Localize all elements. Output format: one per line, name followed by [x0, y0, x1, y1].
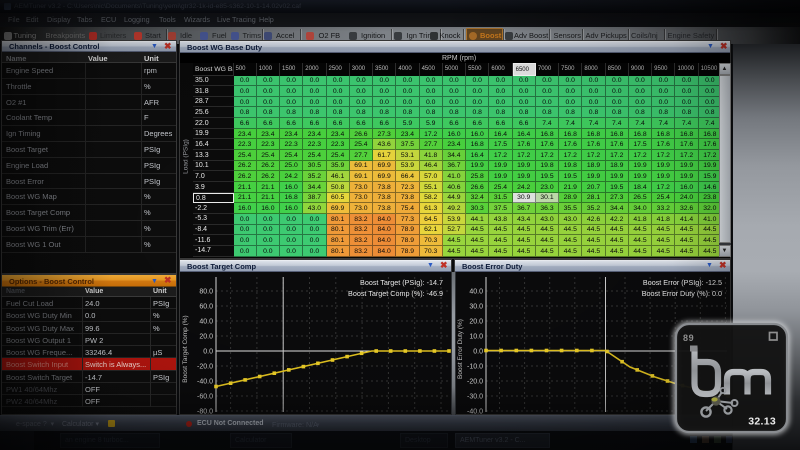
svg-text:40.0: 40.0	[469, 289, 483, 296]
svg-text:0.0: 0.0	[203, 349, 213, 356]
svg-text:Boost Error (PSIg): -12.5: Boost Error (PSIg): -12.5	[643, 278, 722, 287]
svg-text:Boost Target (PSIg): -14.7: Boost Target (PSIg): -14.7	[360, 278, 443, 287]
svg-text:32.13: 32.13	[748, 416, 776, 428]
svg-text:89: 89	[683, 333, 694, 343]
svg-text:60.0: 60.0	[199, 304, 213, 311]
svg-text:80.0: 80.0	[199, 289, 213, 296]
svg-text:20.0: 20.0	[199, 334, 213, 341]
svg-text:Boost Target Comp (%): Boost Target Comp (%)	[182, 315, 189, 382]
svg-text:-30.0: -30.0	[467, 394, 483, 401]
svg-text:Boost Error Duty (%): 0.0: Boost Error Duty (%): 0.0	[642, 289, 722, 298]
svg-text:Boost Error Duty (%): Boost Error Duty (%)	[457, 319, 464, 379]
svg-text:-20.0: -20.0	[197, 364, 213, 371]
svg-text:-10.0: -10.0	[467, 364, 483, 371]
svg-text:Boost Target Comp (%): -46.9: Boost Target Comp (%): -46.9	[348, 289, 443, 298]
svg-text:40.0: 40.0	[199, 319, 213, 326]
svg-text:-20.0: -20.0	[467, 379, 483, 386]
svg-text:10.0: 10.0	[469, 334, 483, 341]
svg-text:0.0: 0.0	[473, 349, 483, 356]
svg-text:-40.0: -40.0	[197, 379, 213, 386]
svg-text:30.0: 30.0	[469, 304, 483, 311]
svg-text:-60.0: -60.0	[197, 394, 213, 401]
svg-text:20.0: 20.0	[469, 319, 483, 326]
